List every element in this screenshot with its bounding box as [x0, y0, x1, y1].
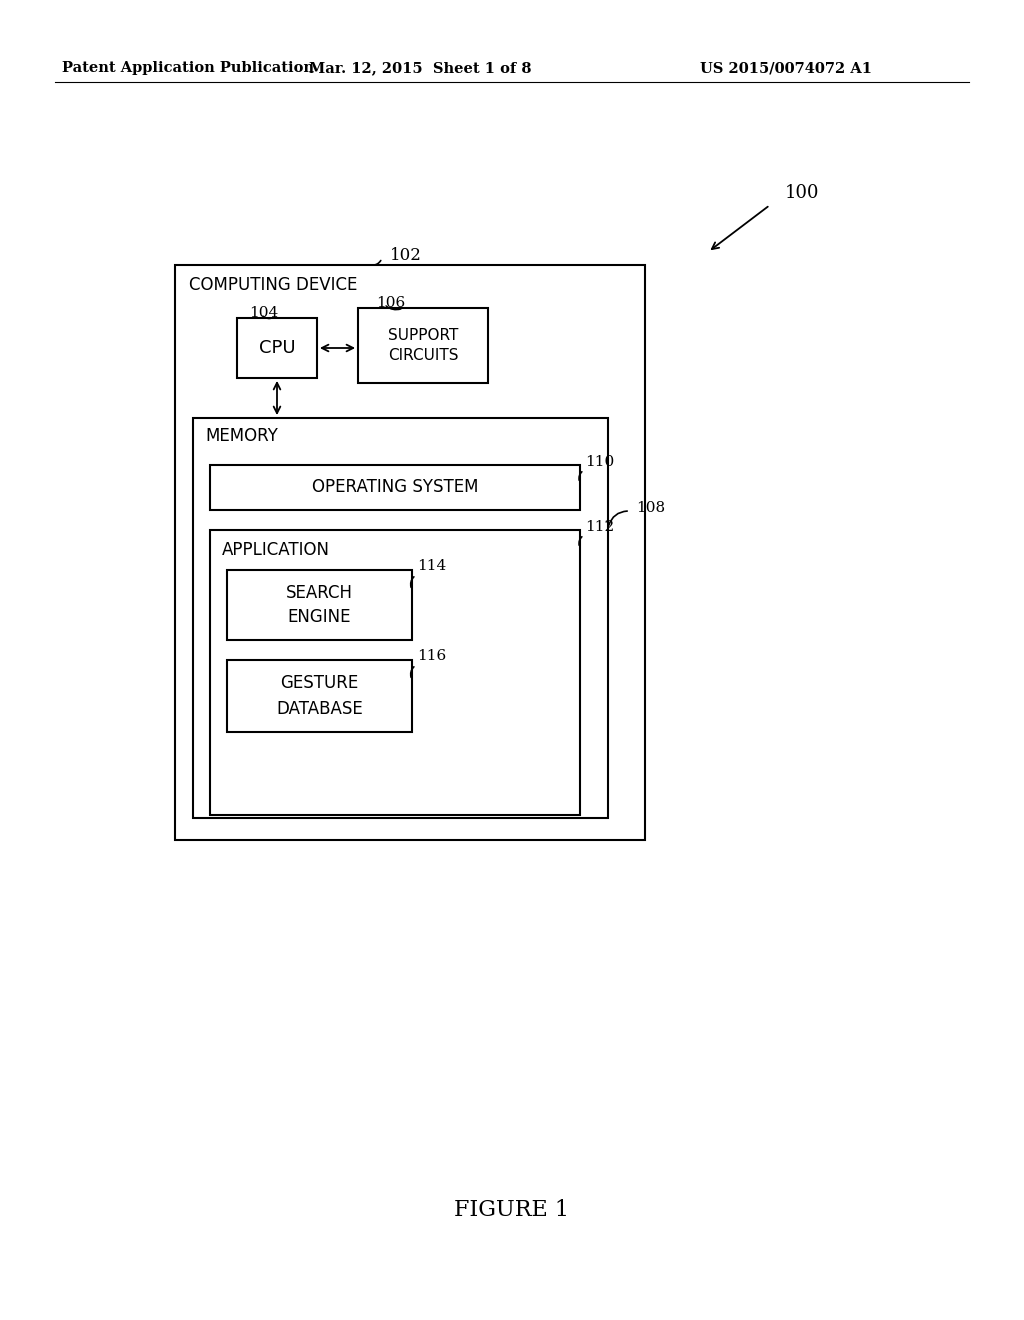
Text: COMPUTING DEVICE: COMPUTING DEVICE [189, 276, 357, 294]
Text: 102: 102 [390, 247, 422, 264]
Bar [193, 418, 608, 818]
Bar [358, 308, 488, 383]
Text: 114: 114 [417, 558, 446, 573]
Text: SEARCH
ENGINE: SEARCH ENGINE [286, 583, 353, 627]
Bar [175, 265, 645, 840]
Bar [210, 465, 580, 510]
Text: OPERATING SYSTEM: OPERATING SYSTEM [311, 479, 478, 496]
Bar [227, 570, 412, 640]
Text: US 2015/0074072 A1: US 2015/0074072 A1 [700, 61, 872, 75]
Text: MEMORY: MEMORY [205, 426, 278, 445]
Text: 112: 112 [585, 520, 614, 535]
Text: APPLICATION: APPLICATION [222, 541, 330, 558]
Text: 104: 104 [249, 306, 279, 319]
Text: GESTURE
DATABASE: GESTURE DATABASE [276, 675, 362, 718]
Bar [237, 318, 317, 378]
Text: Patent Application Publication: Patent Application Publication [62, 61, 314, 75]
Text: 100: 100 [785, 183, 819, 202]
Text: SUPPORT
CIRCUITS: SUPPORT CIRCUITS [388, 327, 459, 363]
Text: 116: 116 [417, 649, 446, 663]
Text: 110: 110 [585, 455, 614, 469]
Text: 106: 106 [376, 296, 406, 310]
Text: FIGURE 1: FIGURE 1 [455, 1199, 569, 1221]
Bar [210, 531, 580, 814]
Bar [227, 660, 412, 733]
Text: Mar. 12, 2015  Sheet 1 of 8: Mar. 12, 2015 Sheet 1 of 8 [309, 61, 531, 75]
Text: CPU: CPU [259, 339, 295, 356]
Text: 108: 108 [636, 502, 666, 515]
